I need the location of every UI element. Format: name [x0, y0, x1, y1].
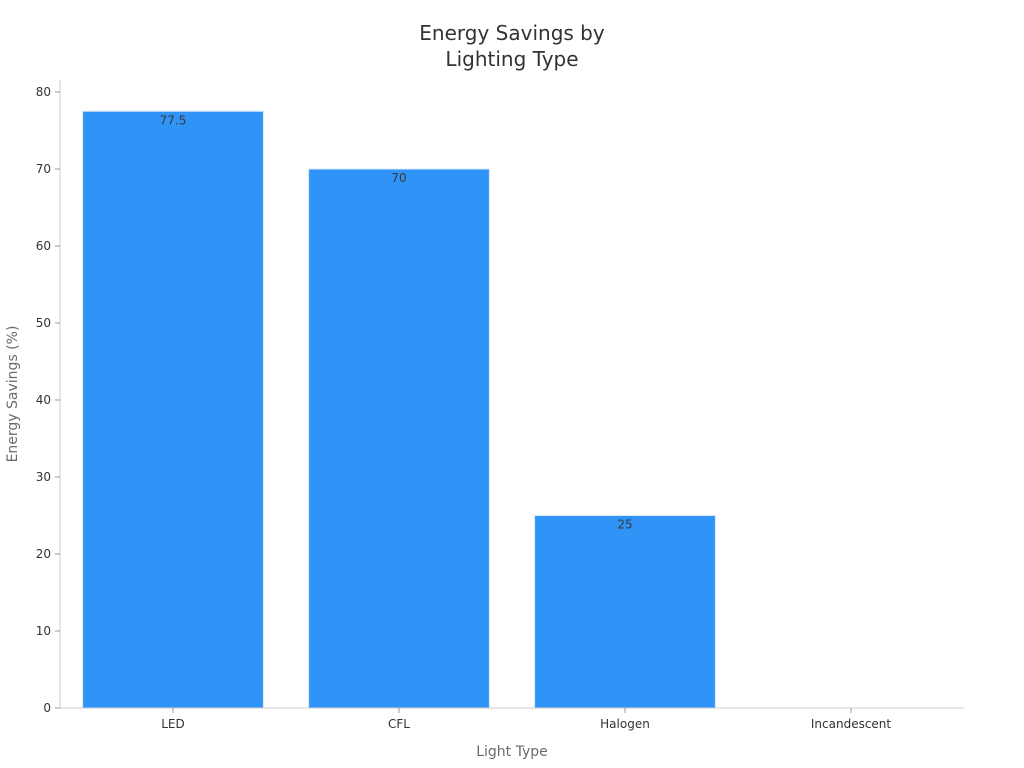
data-label-cfl: 70 [391, 171, 406, 185]
y-tick-label-60: 60 [36, 239, 51, 253]
chart-title-line-2: Lighting Type [445, 47, 578, 71]
y-tick-label-40: 40 [36, 393, 51, 407]
y-tick-label-10: 10 [36, 624, 51, 638]
y-tick-label-0: 0 [43, 701, 51, 715]
x-axis-ticks: LED CFL Halogen Incandescent [161, 708, 891, 731]
bars [82, 110, 716, 709]
x-axis-label: Light Type [476, 744, 548, 760]
y-axis-label: Energy Savings (%) [5, 326, 21, 463]
bar-led [82, 110, 264, 709]
chart-title: Energy Savings by Lighting Type [419, 21, 605, 71]
bar-cfl [308, 168, 490, 709]
data-label-halogen: 25 [617, 518, 632, 532]
y-tick-label-30: 30 [36, 470, 51, 484]
bar-data-labels: 77.5 70 25 [160, 113, 633, 531]
y-axis-ticks: 0 10 20 30 40 50 60 70 80 [36, 85, 60, 715]
y-tick-label-20: 20 [36, 547, 51, 561]
x-tick-label-cfl: CFL [388, 717, 410, 731]
y-tick-label-80: 80 [36, 85, 51, 99]
y-tick-label-70: 70 [36, 162, 51, 176]
y-tick-label-50: 50 [36, 316, 51, 330]
chart-title-line-1: Energy Savings by [419, 21, 605, 45]
x-tick-label-incandescent: Incandescent [811, 717, 892, 731]
x-tick-label-led: LED [161, 717, 185, 731]
bar-halogen [534, 515, 716, 709]
data-label-led: 77.5 [160, 113, 187, 127]
x-tick-label-halogen: Halogen [600, 717, 650, 731]
